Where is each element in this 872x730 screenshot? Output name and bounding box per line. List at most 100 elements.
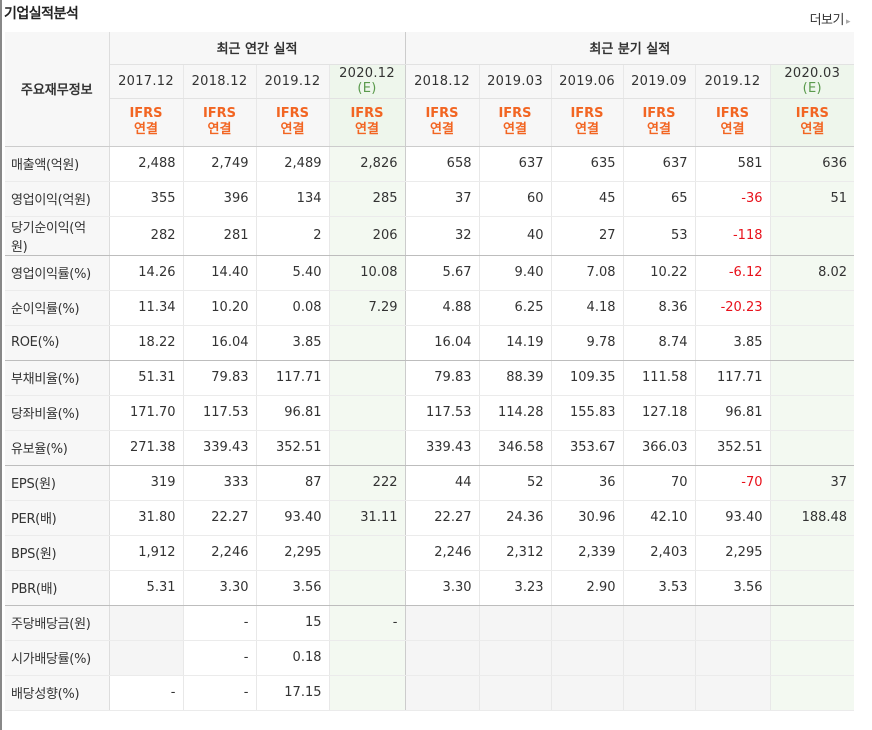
ifrs-consolidated-label: IFRS 연결	[551, 98, 624, 147]
table-row: PER(배) 31.80 22.27 93.40 31.11 22.27 24.36 30.9…	[5, 500, 855, 536]
table-cell: 7.08	[551, 255, 624, 291]
period-label: 2018.12	[191, 73, 248, 89]
table-cell	[329, 675, 405, 711]
table-row: 시가배당률(%) -0.18	[5, 640, 855, 676]
period-header: 2019.12	[695, 64, 771, 99]
table-cell: 87	[256, 465, 330, 501]
table-cell: 581	[695, 146, 771, 182]
ifrs-label: IFRS	[275, 106, 310, 121]
row-label: 시가배당률(%)	[5, 640, 110, 676]
table-cell: 3.53	[623, 570, 696, 606]
consolidated-label: 연결	[575, 122, 599, 137]
ifrs-consolidated-label: IFRS 연결	[623, 98, 696, 147]
table-cell: 16.04	[183, 325, 257, 361]
table-cell: 24.36	[479, 500, 552, 536]
table-cell: 8.36	[623, 290, 696, 326]
table-cell: 2,312	[479, 535, 552, 571]
table-row: 주당배당금(원) -15-	[5, 605, 855, 641]
ifrs-label: IFRS	[570, 106, 604, 121]
table-cell: 2,489	[256, 146, 330, 182]
ifrs-consolidated-label: IFRS 연결	[695, 98, 771, 147]
table-cell: 2,295	[695, 535, 771, 571]
table-cell: 14.19	[479, 325, 552, 361]
table-cell: 155.83	[551, 395, 624, 431]
table-cell: 27	[551, 216, 624, 256]
table-cell	[623, 640, 696, 676]
table-cell: 60	[479, 181, 552, 217]
table-cell	[329, 640, 405, 676]
table-cell	[404, 640, 480, 676]
row-label: 주당배당금(원)	[5, 605, 110, 641]
table-cell: -6.12	[695, 255, 771, 291]
table-cell	[329, 570, 405, 606]
table-cell: 171.70	[109, 395, 184, 431]
table-cell: 0.08	[256, 290, 330, 326]
table-cell: 114.28	[479, 395, 552, 431]
table-cell: 282	[109, 216, 184, 256]
table-cell	[770, 216, 855, 256]
table-cell: 10.08	[329, 255, 405, 291]
table-cell	[329, 535, 405, 571]
table-cell: 222	[329, 465, 405, 501]
row-label: 배당성향(%)	[5, 675, 110, 711]
table-cell: 51.31	[109, 360, 184, 396]
table-cell: 44	[404, 465, 480, 501]
row-label: PBR(배)	[5, 570, 110, 606]
table-cell: 31.80	[109, 500, 184, 536]
table-cell: 45	[551, 181, 624, 217]
period-header: 2020.12 (E)	[329, 64, 405, 99]
table-cell: 3.85	[695, 325, 771, 361]
more-link[interactable]: 더보기 ▸	[810, 9, 851, 28]
row-label: ROE(%)	[5, 325, 110, 361]
section-title: 기업실적분석	[4, 6, 79, 22]
consolidated-label: 연결	[503, 122, 527, 137]
table-cell: 117.53	[183, 395, 257, 431]
table-cell: 353.67	[551, 430, 624, 466]
table-cell: 3.30	[183, 570, 257, 606]
row-label: 영업이익(억원)	[5, 181, 110, 217]
table-cell: 32	[404, 216, 480, 256]
table-cell: 3.30	[404, 570, 480, 606]
table-cell	[770, 640, 855, 676]
table-cell: 42.10	[623, 500, 696, 536]
table-cell: 5.31	[109, 570, 184, 606]
table-cell: 8.74	[623, 325, 696, 361]
period-label: 2019.12	[264, 73, 321, 89]
quarter-group-header: 최근 분기 실적	[404, 32, 855, 65]
table-row: PBR(배) 5.31 3.30 3.56 3.30 3.23 2.90 3.53 3.56	[5, 570, 855, 606]
consolidated-label: 연결	[134, 122, 158, 137]
table-cell: 2,749	[183, 146, 257, 182]
table-cell: 366.03	[623, 430, 696, 466]
table-cell	[770, 290, 855, 326]
estimate-marker: (E)	[802, 81, 822, 96]
consolidated-label: 연결	[647, 122, 671, 137]
table-cell: 93.40	[695, 500, 771, 536]
table-cell: 22.27	[183, 500, 257, 536]
table-cell: 88.39	[479, 360, 552, 396]
ifrs-label: IFRS	[202, 106, 237, 121]
table-cell: 637	[623, 146, 696, 182]
table-cell: 17.15	[256, 675, 330, 711]
table-cell: 18.22	[109, 325, 184, 361]
table-cell	[329, 395, 405, 431]
table-row: 당기순이익(억원) 282 281 2 206 32 40 27 53 -118	[5, 216, 855, 256]
table-cell: 117.53	[404, 395, 480, 431]
ifrs-consolidated-label: IFRS 연결	[770, 98, 855, 147]
table-cell: 9.40	[479, 255, 552, 291]
table-row: 당좌비율(%) 171.70 117.53 96.81 117.53 114.28 155.…	[5, 395, 855, 431]
table-cell	[695, 640, 771, 676]
period-header: 2018.12	[183, 64, 257, 99]
table-head: 주요재무정보 최근 연간 실적 최근 분기 실적 2017.12 2018.12 2…	[5, 32, 855, 147]
row-label: BPS(원)	[5, 535, 110, 571]
table-cell: 271.38	[109, 430, 184, 466]
row-label: EPS(원)	[5, 465, 110, 501]
left-edge-bar	[0, 0, 2, 730]
ifrs-consolidated-label: IFRS 연결	[479, 98, 552, 147]
row-header-label: 주요재무정보	[5, 32, 110, 147]
period-header: 2019.03	[479, 64, 552, 99]
table-row: 순이익률(%) 11.34 10.20 0.08 7.29 4.88 6.25 4.18 8.3…	[5, 290, 855, 326]
consolidated-label: 연결	[207, 122, 232, 137]
table-cell: 1,912	[109, 535, 184, 571]
table-cell: 10.22	[623, 255, 696, 291]
period-header: 2017.12	[109, 64, 184, 99]
